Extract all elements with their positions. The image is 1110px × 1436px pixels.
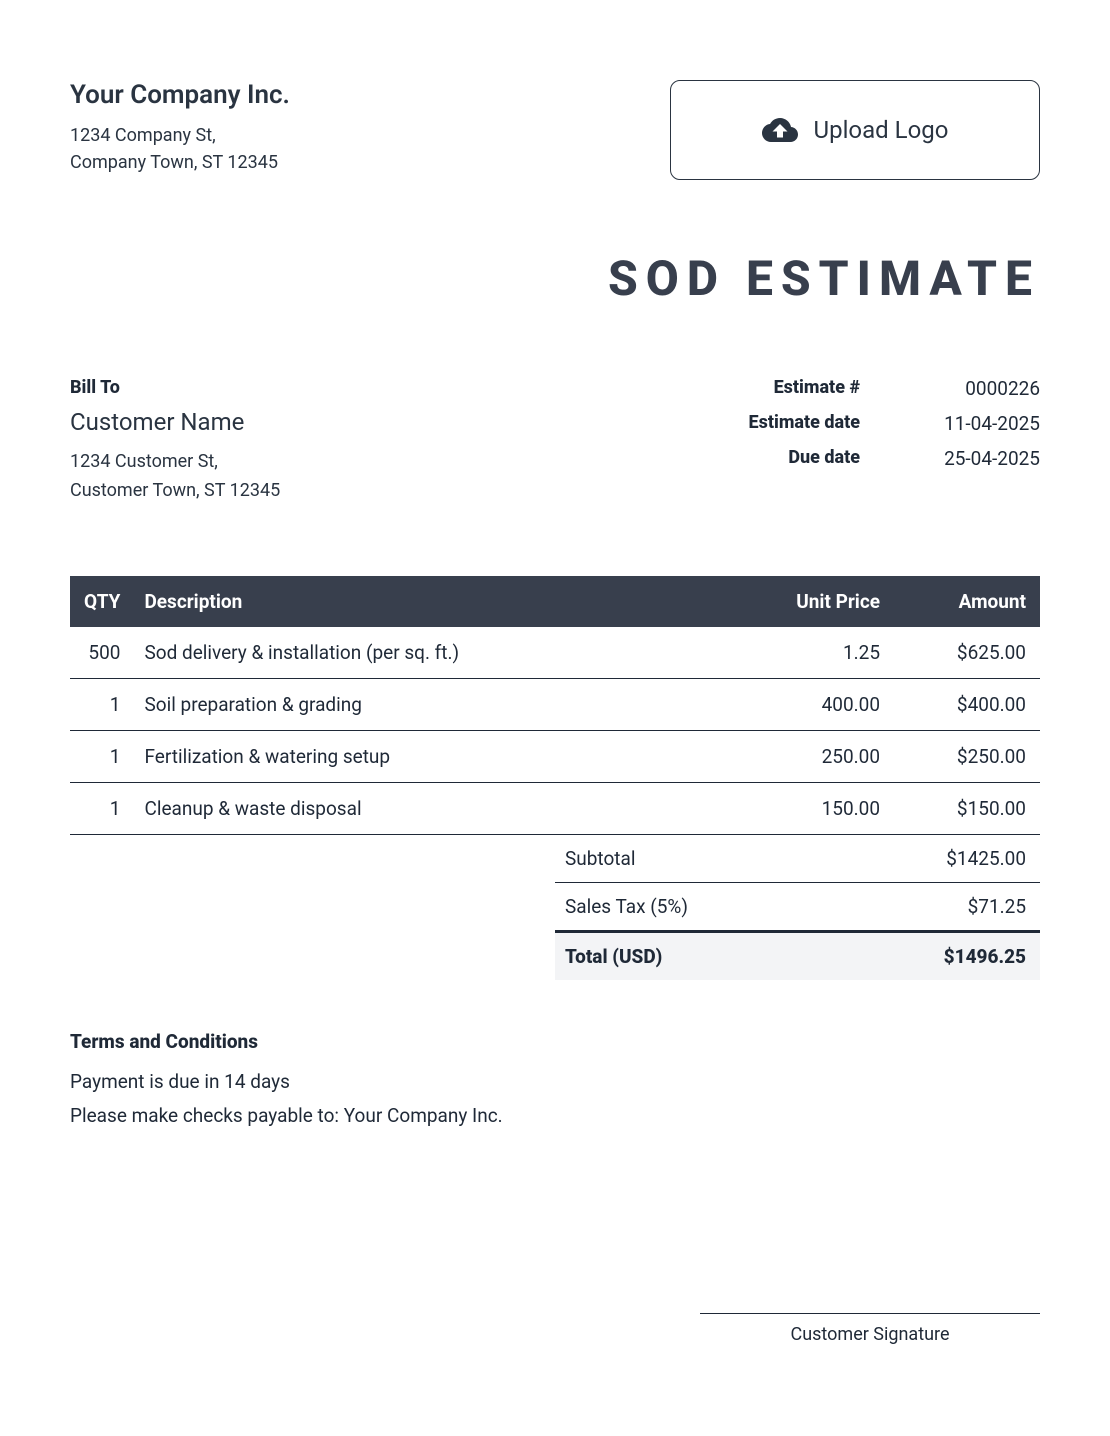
company-name: Your Company Inc. — [70, 80, 290, 110]
table-header-row: QTY Description Unit Price Amount — [70, 576, 1040, 627]
terms-title: Terms and Conditions — [70, 1030, 1040, 1053]
subtotal-row: Subtotal $1425.00 — [555, 835, 1040, 883]
estimate-date-label: Estimate date — [700, 412, 860, 435]
item-description: Cleanup & waste disposal — [130, 782, 710, 834]
meta-row-due-date: Due date 25-04-2025 — [700, 447, 1040, 470]
customer-name: Customer Name — [70, 408, 280, 436]
item-qty: 1 — [70, 782, 130, 834]
item-qty: 1 — [70, 678, 130, 730]
item-amount: $150.00 — [890, 782, 1040, 834]
terms-line1: Payment is due in 14 days — [70, 1065, 1040, 1099]
estimate-number-value: 0000226 — [920, 377, 1040, 400]
meta-row-estimate-date: Estimate date 11-04-2025 — [700, 412, 1040, 435]
subtotal-value: $1425.00 — [946, 847, 1026, 870]
estimate-meta: Estimate # 0000226 Estimate date 11-04-2… — [700, 377, 1040, 506]
signature-label: Customer Signature — [700, 1313, 1040, 1345]
bill-to-label: Bill To — [70, 377, 280, 398]
details-row: Bill To Customer Name 1234 Customer St, … — [70, 377, 1040, 506]
item-description: Sod delivery & installation (per sq. ft.… — [130, 627, 710, 679]
cloud-upload-icon — [762, 112, 798, 148]
upload-logo-label: Upload Logo — [814, 116, 949, 144]
tax-value: $71.25 — [968, 895, 1026, 918]
item-description: Fertilization & watering setup — [130, 730, 710, 782]
terms-section: Terms and Conditions Payment is due in 1… — [70, 1030, 1040, 1133]
item-amount: $625.00 — [890, 627, 1040, 679]
item-amount: $400.00 — [890, 678, 1040, 730]
due-date-label: Due date — [700, 447, 860, 470]
grand-total-value: $1496.25 — [944, 945, 1026, 968]
item-amount: $250.00 — [890, 730, 1040, 782]
customer-address-line1: 1234 Customer St, — [70, 448, 280, 477]
totals-section: Subtotal $1425.00 Sales Tax (5%) $71.25 … — [555, 835, 1040, 980]
item-unit-price: 400.00 — [710, 678, 890, 730]
line-items-table: QTY Description Unit Price Amount 500 So… — [70, 576, 1040, 835]
document-title: SOD ESTIMATE — [70, 250, 1040, 307]
signature-box: Customer Signature — [700, 1313, 1040, 1345]
col-unit-price: Unit Price — [710, 576, 890, 627]
customer-address: 1234 Customer St, Customer Town, ST 1234… — [70, 448, 280, 506]
grand-total-row: Total (USD) $1496.25 — [555, 931, 1040, 980]
item-unit-price: 1.25 — [710, 627, 890, 679]
item-qty: 1 — [70, 730, 130, 782]
subtotal-label: Subtotal — [565, 847, 635, 870]
grand-total-label: Total (USD) — [565, 945, 662, 968]
item-qty: 500 — [70, 627, 130, 679]
tax-row: Sales Tax (5%) $71.25 — [555, 883, 1040, 931]
col-description: Description — [130, 576, 710, 627]
customer-address-line2: Customer Town, ST 12345 — [70, 477, 280, 506]
company-address-line1: 1234 Company St, — [70, 122, 290, 149]
tax-label: Sales Tax (5%) — [565, 895, 688, 918]
company-address: 1234 Company St, Company Town, ST 12345 — [70, 122, 290, 176]
table-row: 1 Cleanup & waste disposal 150.00 $150.0… — [70, 782, 1040, 834]
estimate-number-label: Estimate # — [700, 377, 860, 400]
col-amount: Amount — [890, 576, 1040, 627]
col-qty: QTY — [70, 576, 130, 627]
table-row: 1 Soil preparation & grading 400.00 $400… — [70, 678, 1040, 730]
table-row: 500 Sod delivery & installation (per sq.… — [70, 627, 1040, 679]
meta-row-estimate-number: Estimate # 0000226 — [700, 377, 1040, 400]
estimate-date-value: 11-04-2025 — [920, 412, 1040, 435]
terms-line2: Please make checks payable to: Your Comp… — [70, 1099, 1040, 1133]
company-address-line2: Company Town, ST 12345 — [70, 149, 290, 176]
header-row: Your Company Inc. 1234 Company St, Compa… — [70, 80, 1040, 180]
company-info: Your Company Inc. 1234 Company St, Compa… — [70, 80, 290, 176]
signature-section: Customer Signature — [70, 1313, 1040, 1345]
due-date-value: 25-04-2025 — [920, 447, 1040, 470]
item-unit-price: 250.00 — [710, 730, 890, 782]
upload-logo-button[interactable]: Upload Logo — [670, 80, 1040, 180]
item-unit-price: 150.00 — [710, 782, 890, 834]
bill-to-section: Bill To Customer Name 1234 Customer St, … — [70, 377, 280, 506]
item-description: Soil preparation & grading — [130, 678, 710, 730]
table-row: 1 Fertilization & watering setup 250.00 … — [70, 730, 1040, 782]
